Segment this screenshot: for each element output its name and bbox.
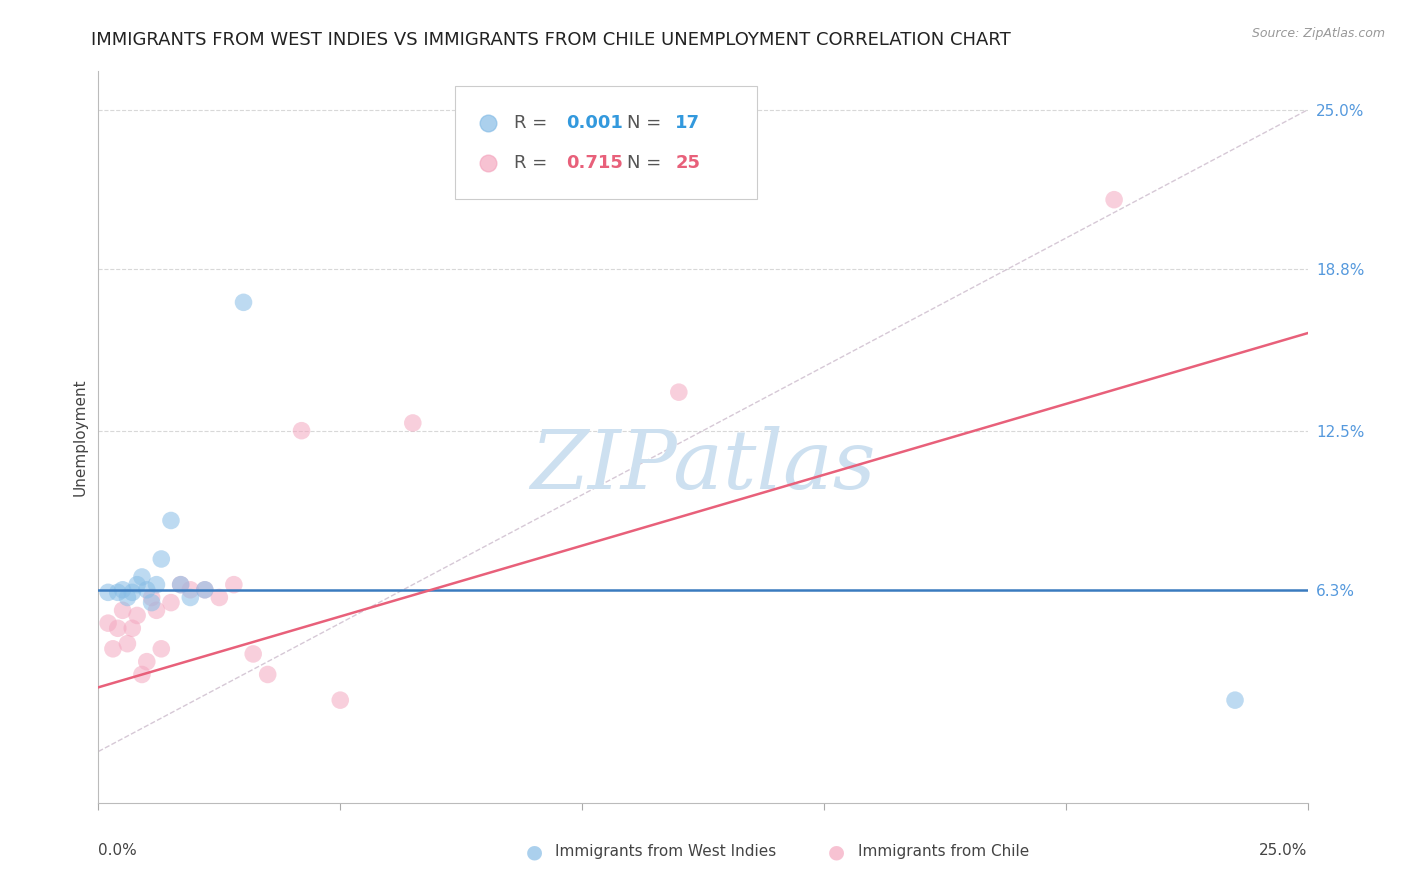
Point [194, 582, 217, 597]
Point [97, 616, 120, 631]
Point [668, 385, 690, 400]
Point [232, 295, 254, 310]
Text: 0.0%: 0.0% [98, 843, 138, 858]
Text: Source: ZipAtlas.com: Source: ZipAtlas.com [1251, 27, 1385, 40]
Point [242, 647, 264, 661]
Point [111, 603, 134, 617]
Point [160, 514, 183, 528]
Point [290, 424, 312, 438]
Text: 25: 25 [675, 153, 700, 172]
Point [117, 591, 139, 605]
Text: IMMIGRANTS FROM WEST INDIES VS IMMIGRANTS FROM CHILE UNEMPLOYMENT CORRELATION CH: IMMIGRANTS FROM WEST INDIES VS IMMIGRANT… [91, 31, 1011, 49]
Point [121, 585, 143, 599]
Point [329, 693, 352, 707]
Point [194, 582, 217, 597]
Point [1223, 693, 1246, 707]
Text: R =: R = [515, 113, 554, 131]
Point [256, 667, 278, 681]
Point [135, 582, 157, 597]
Text: ZIPatlas: ZIPatlas [530, 426, 876, 507]
Point [160, 596, 183, 610]
Point [169, 577, 191, 591]
Point [150, 552, 173, 566]
Point [141, 591, 163, 605]
Text: ●: ● [828, 842, 845, 862]
Point [222, 577, 245, 591]
Point [121, 621, 143, 635]
Point [145, 577, 167, 591]
Point [179, 582, 201, 597]
Point [179, 591, 201, 605]
Point [131, 667, 153, 681]
Text: 25.0%: 25.0% [1260, 843, 1308, 858]
Text: Immigrants from Chile: Immigrants from Chile [858, 845, 1029, 859]
Point [135, 655, 157, 669]
Point [97, 585, 120, 599]
Text: 0.715: 0.715 [567, 153, 623, 172]
Point [402, 416, 425, 430]
Text: ●: ● [526, 842, 543, 862]
Text: R =: R = [515, 153, 554, 172]
Point [131, 570, 153, 584]
Text: N =: N = [627, 113, 666, 131]
Point [101, 641, 124, 656]
Point [107, 621, 129, 635]
Point [141, 596, 163, 610]
Point [169, 577, 191, 591]
Point [117, 637, 139, 651]
FancyBboxPatch shape [456, 86, 758, 200]
Text: Immigrants from West Indies: Immigrants from West Indies [555, 845, 776, 859]
Point [145, 603, 167, 617]
Text: N =: N = [627, 153, 666, 172]
Point [1102, 193, 1125, 207]
Point [127, 608, 149, 623]
Text: 0.001: 0.001 [567, 113, 623, 131]
Point [150, 641, 173, 656]
Point [208, 591, 231, 605]
Point [111, 582, 134, 597]
Point [107, 585, 129, 599]
Text: 17: 17 [675, 113, 700, 131]
Point [127, 577, 149, 591]
Y-axis label: Unemployment: Unemployment [72, 378, 87, 496]
